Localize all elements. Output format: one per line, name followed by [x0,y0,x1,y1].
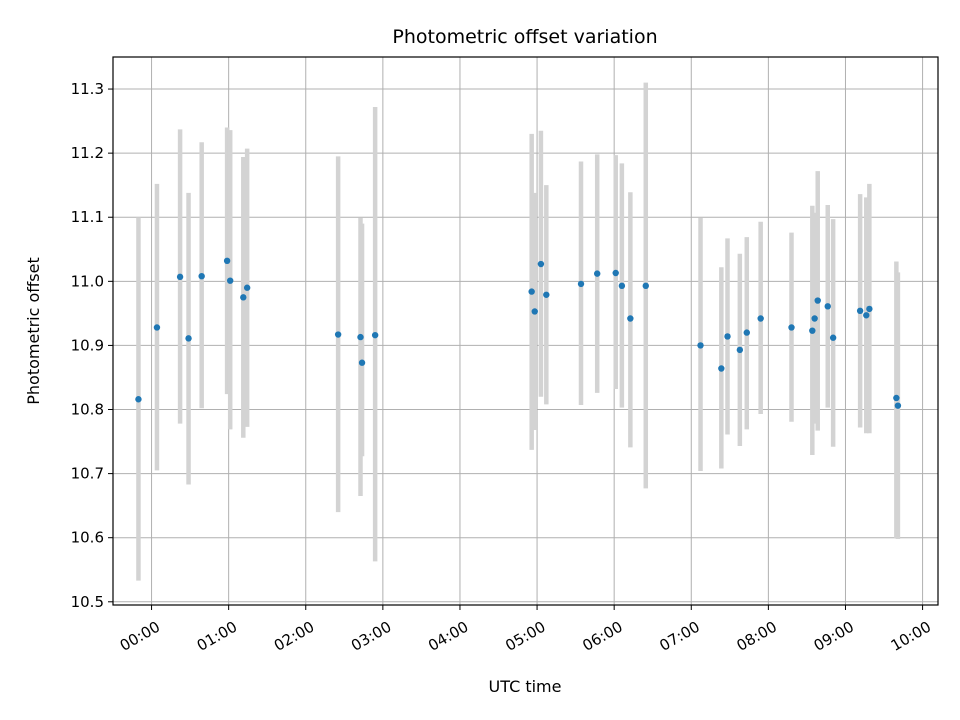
data-point [334,331,342,338]
data-point [743,329,750,336]
data-point [176,273,184,281]
data-point [736,346,744,354]
y-axis-label: Photometric offset [24,257,43,405]
data-point [811,315,818,322]
y-tick-label: 11.2 [71,144,104,162]
data-point [642,282,649,290]
data-point [718,365,725,372]
y-tick-label: 10.9 [71,336,104,354]
data-point [577,280,585,288]
grid-lines [113,57,938,605]
data-point [537,260,545,268]
data-point [531,308,538,315]
data-points [135,257,902,409]
data-point [358,359,366,366]
data-point [788,324,795,331]
data-point [543,291,550,298]
data-point [185,335,192,342]
data-point [866,305,873,313]
plot-area-frame [112,56,939,606]
y-tick-label: 10.8 [71,401,104,419]
data-point [809,327,816,334]
data-point [223,257,231,265]
data-point [724,333,731,340]
y-tick-label: 10.6 [71,529,104,547]
x-axis-label: UTC time [489,677,562,696]
chart-title: Photometric offset variation [392,26,657,48]
y-tick-label: 10.5 [71,593,104,611]
data-point [894,402,902,409]
data-point [357,333,364,341]
data-point [856,307,864,315]
data-point [829,334,837,341]
data-point [824,303,831,310]
data-point [757,315,764,322]
data-point [893,394,900,402]
y-tick-label: 10.7 [71,465,104,483]
data-point [198,273,205,280]
data-point [153,324,161,331]
data-point [697,342,704,349]
data-point [135,396,142,403]
y-tick-label: 11.1 [71,208,104,226]
data-point [618,282,626,290]
data-point [226,277,234,284]
y-tick-label: 11.3 [71,80,104,98]
data-point [863,312,870,319]
data-point [594,270,601,277]
data-point [528,288,535,295]
data-point [243,284,251,291]
data-point [612,269,619,277]
data-point [371,331,379,339]
data-point [240,294,247,301]
data-point [814,297,821,304]
y-tick-label: 11.0 [71,272,104,290]
y-axis-ticks: 10.5 10.6 10.7 10.8 10.9 11.0 11.1 11.2 11.3 [71,80,113,611]
data-point [627,315,634,322]
